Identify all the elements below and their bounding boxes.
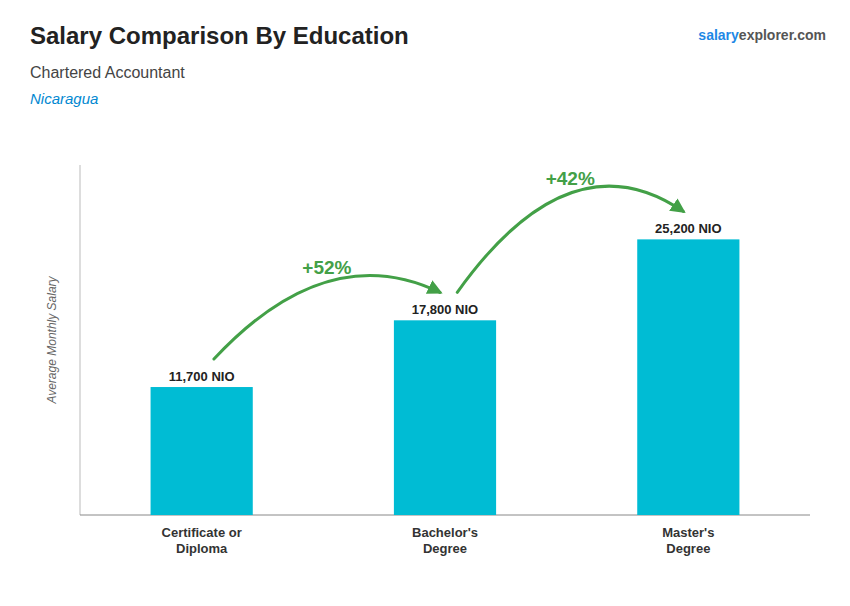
y-axis-label: Average Monthly Salary	[45, 275, 59, 404]
watermark-part: salary	[698, 27, 739, 43]
x-tick-label: Bachelor'sDegree	[412, 525, 478, 556]
bar	[637, 239, 739, 515]
x-tick-label-line: Degree	[666, 541, 710, 556]
country: Nicaragua	[30, 90, 98, 107]
x-tick-label-line: Diploma	[176, 541, 228, 556]
x-tick-label-line: Degree	[423, 541, 467, 556]
watermark-part: explorer.com	[739, 27, 826, 43]
x-tick-label-line: Certificate or	[162, 525, 242, 540]
x-tick-label-line: Master's	[662, 525, 714, 540]
marks	[151, 239, 740, 515]
chart: Salary Comparison By Education Chartered …	[0, 0, 850, 606]
y-axis-line	[80, 165, 81, 515]
data-label: 11,700 NIO	[169, 369, 235, 384]
arrows	[214, 186, 683, 359]
data-label: 25,200 NIO	[655, 221, 722, 236]
title: Salary Comparison By Education	[30, 22, 409, 49]
watermark: salaryexplorer.com	[698, 27, 826, 43]
change-arrow	[214, 275, 440, 359]
bar	[151, 387, 253, 515]
subtitle: Chartered Accountant	[30, 64, 185, 81]
x-tick-label: Certificate orDiploma	[162, 525, 242, 556]
change-label: +52%	[302, 257, 351, 278]
change-label: +42%	[546, 168, 595, 189]
bar	[394, 320, 496, 515]
change-arrow	[457, 186, 683, 292]
data-label: 17,800 NIO	[412, 302, 479, 317]
x-tick-label: Master'sDegree	[662, 525, 714, 556]
x-tick-label-line: Bachelor's	[412, 525, 478, 540]
